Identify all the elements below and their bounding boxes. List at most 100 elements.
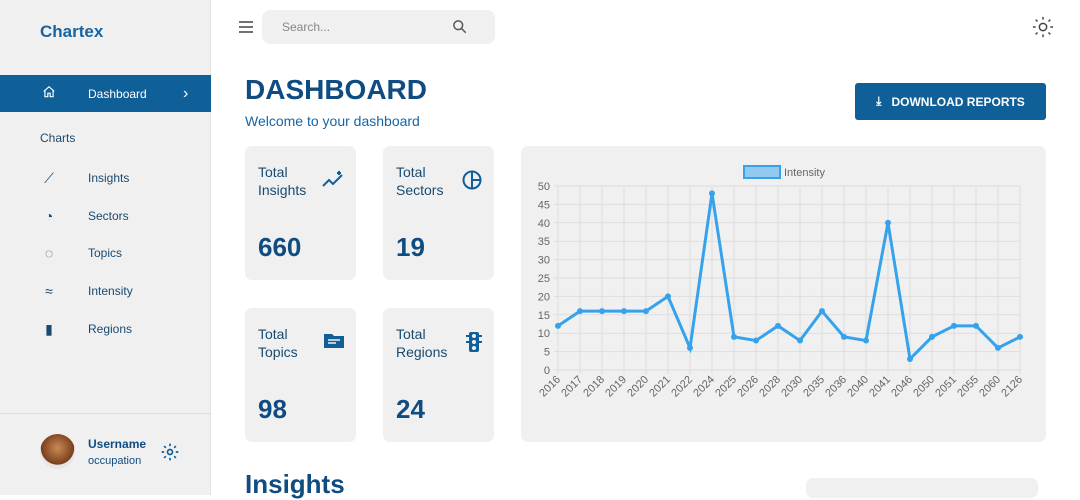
intensity-chart: 0 5 10 15 20 25 30 35 40 45 50 2016 2017 2018 2019 2020… [521, 146, 1046, 442]
y-tick-label: 40 [538, 218, 550, 230]
menu-icon[interactable] [238, 20, 254, 39]
y-tick-label: 5 [544, 347, 550, 359]
x-tick-label: 2018 [581, 374, 607, 400]
data-point [753, 337, 759, 344]
sidebar-item-regions[interactable]: ▮ Regions [0, 314, 211, 344]
card-title: Total Topics [258, 326, 298, 360]
card-total-regions: Total Regions 24 [383, 308, 494, 442]
x-tick-label: 2026 [735, 374, 761, 400]
card-value: 19 [396, 232, 425, 262]
x-tick-label: 2040 [845, 374, 871, 400]
donut-icon: ◌ [44, 245, 54, 261]
card-total-sectors: Total Sectors 19 [383, 146, 494, 280]
bar-chart-icon: ▮ [45, 320, 53, 337]
sidebar: Chartex Dashboard › Charts ⟋ Insights ◔ Se… [0, 0, 211, 495]
legend-swatch [743, 165, 781, 179]
user-profile: Username occupation [0, 413, 211, 495]
x-tick-label: 2035 [801, 374, 827, 400]
x-tick-label: 2025 [713, 374, 739, 400]
sidebar-item-topics[interactable]: ◌ Topics [0, 238, 211, 268]
sidebar-item-label: Sectors [88, 209, 129, 223]
y-tick-label: 30 [538, 255, 550, 267]
data-point [599, 308, 605, 315]
series-line [557, 193, 1021, 363]
stacked-line-icon: ≈ [45, 283, 53, 299]
card-value: 24 [396, 394, 425, 424]
pie-icon: ◔ [44, 208, 54, 224]
x-tick-label: 2041 [867, 374, 893, 400]
topic-icon [324, 332, 344, 353]
home-icon [42, 85, 56, 102]
page-subtitle: Welcome to your dashboard [245, 113, 420, 129]
download-reports-button[interactable]: ⤓ DOWNLOAD REPORTS [855, 83, 1046, 120]
x-tick-label: 2022 [669, 374, 695, 400]
data-point [709, 190, 715, 197]
search-icon[interactable] [452, 19, 467, 34]
download-icon: ⤓ [876, 94, 882, 108]
search-placeholder: Search... [282, 20, 331, 34]
data-point [819, 308, 825, 315]
data-point [973, 322, 979, 329]
insights-icon [322, 170, 344, 193]
username: Username [88, 437, 147, 451]
page-title: DASHBOARD [245, 74, 427, 105]
data-point [863, 337, 869, 344]
card-value: 660 [258, 232, 302, 262]
y-tick-label: 45 [538, 199, 550, 211]
card-title: Total Sectors [396, 164, 444, 198]
brand-logo: Chartex [40, 22, 104, 41]
search-input[interactable]: Search... [262, 10, 495, 44]
sidebar-item-sectors[interactable]: ◔ Sectors [0, 201, 211, 231]
sidebar-item-label: Topics [88, 246, 123, 260]
pie-icon [462, 170, 482, 195]
data-point [929, 333, 935, 340]
sidebar-item-label: Intensity [88, 284, 133, 298]
card-total-insights: Total Insights 660 [245, 146, 356, 280]
sidebar-item-dashboard[interactable]: Dashboard › [0, 75, 211, 112]
x-tick-label: 2046 [889, 374, 915, 400]
x-tick-label: 2050 [911, 374, 937, 400]
x-tick-label: 2055 [955, 374, 981, 400]
y-tick-label: 0 [544, 365, 550, 377]
occupation: occupation [88, 455, 142, 467]
x-tick-label: 2019 [603, 374, 629, 400]
sidebar-item-label: Insights [88, 171, 130, 185]
sidebar-item-insights[interactable]: ⟋ Insights [0, 163, 211, 193]
x-tick-label: 2024 [691, 374, 717, 400]
download-label: DOWNLOAD REPORTS [891, 94, 1025, 109]
data-point [665, 293, 671, 300]
x-tick-label: 2126 [999, 374, 1025, 400]
data-point [731, 333, 737, 340]
gear-icon[interactable] [160, 442, 180, 467]
avatar[interactable] [40, 434, 75, 469]
data-point [995, 344, 1001, 351]
x-tick-label: 2051 [933, 374, 959, 400]
legend-label: Intensity [784, 167, 825, 179]
data-point [687, 344, 693, 351]
x-tick-label: 2016 [537, 374, 563, 400]
card-total-topics: Total Topics 98 [245, 308, 356, 442]
y-tick-label: 35 [538, 236, 550, 248]
data-point [1017, 333, 1023, 340]
section-title: Insights [245, 469, 345, 499]
insights-icon: ⟋ [44, 169, 54, 186]
sidebar-item-label: Dashboard [88, 86, 147, 101]
traffic-icon [466, 332, 482, 357]
data-point [885, 219, 891, 226]
sun-icon[interactable] [1032, 16, 1054, 43]
y-tick-label: 25 [538, 273, 550, 285]
sidebar-item-intensity[interactable]: ≈ Intensity [0, 276, 211, 306]
panel [806, 478, 1038, 498]
data-point [555, 322, 561, 329]
x-tick-label: 2020 [625, 374, 651, 400]
x-tick-label: 2036 [823, 374, 849, 400]
data-point [621, 308, 627, 315]
data-point [951, 322, 957, 329]
x-tick-label: 2030 [779, 374, 805, 400]
data-point [841, 333, 847, 340]
x-tick-label: 2017 [559, 374, 585, 400]
y-tick-label: 10 [538, 328, 550, 340]
x-tick-label: 2060 [977, 374, 1003, 400]
data-point [643, 308, 649, 315]
y-tick-label: 20 [538, 291, 550, 303]
